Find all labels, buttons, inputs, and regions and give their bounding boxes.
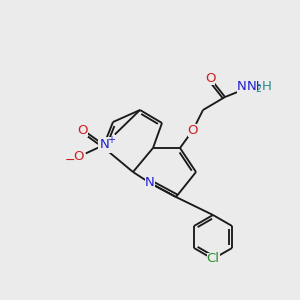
Text: +: + [107, 135, 115, 145]
Text: O: O [73, 151, 83, 164]
Text: N: N [237, 80, 247, 94]
Text: Cl: Cl [206, 253, 220, 266]
Text: NH: NH [247, 80, 267, 94]
Text: −: − [65, 154, 75, 166]
Text: O: O [188, 124, 198, 136]
Text: N: N [145, 176, 155, 190]
Text: H: H [262, 80, 272, 94]
Text: 2: 2 [255, 84, 261, 94]
Text: N: N [100, 139, 110, 152]
Text: O: O [205, 71, 215, 85]
Text: O: O [78, 124, 88, 136]
